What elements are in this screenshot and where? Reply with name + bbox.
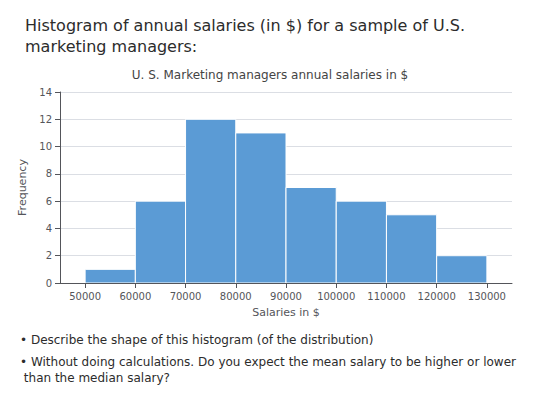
svg-text:Salaries in $: Salaries in $	[252, 306, 320, 319]
svg-text:80000: 80000	[220, 291, 252, 302]
svg-text:60000: 60000	[119, 291, 151, 302]
svg-text:10: 10	[39, 141, 52, 152]
svg-text:0: 0	[46, 278, 52, 289]
svg-text:• Describe the shape of this h: • Describe the shape of this histogram (…	[20, 333, 373, 347]
svg-text:than the median salary?: than the median salary?	[20, 371, 170, 385]
svg-text:120000: 120000	[418, 291, 456, 302]
svg-text:90000: 90000	[270, 291, 302, 302]
svg-text:50000: 50000	[69, 291, 101, 302]
svg-text:70000: 70000	[170, 291, 202, 302]
svg-text:14: 14	[39, 87, 52, 98]
svg-text:130000: 130000	[468, 291, 506, 302]
svg-text:12: 12	[39, 114, 52, 125]
svg-text:Histogram of annual salaries (: Histogram of annual salaries (in $) for …	[25, 16, 465, 35]
svg-text:U. S. Marketing managers annua: U. S. Marketing managers annual salaries…	[132, 68, 408, 82]
svg-text:110000: 110000	[367, 291, 405, 302]
svg-text:4: 4	[46, 223, 52, 234]
svg-text:marketing managers:: marketing managers:	[25, 37, 197, 56]
svg-text:Frequency: Frequency	[16, 159, 29, 216]
svg-text:8: 8	[46, 168, 52, 179]
svg-text:2: 2	[46, 250, 52, 261]
svg-text:• Without doing calculations.: • Without doing calculations. Do you exp…	[20, 355, 516, 369]
svg-text:100000: 100000	[317, 291, 355, 302]
svg-text:6: 6	[46, 196, 52, 207]
